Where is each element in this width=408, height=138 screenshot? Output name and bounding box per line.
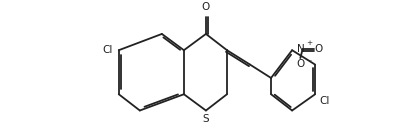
Text: O: O [314,44,322,54]
Text: O: O [202,2,210,12]
Text: Cl: Cl [320,96,330,106]
Text: N: N [297,44,304,54]
Text: Cl: Cl [102,45,113,55]
Text: S: S [203,114,209,124]
Text: +: + [306,40,312,46]
Text: O: O [297,59,305,69]
Text: ⁻: ⁻ [307,57,311,66]
